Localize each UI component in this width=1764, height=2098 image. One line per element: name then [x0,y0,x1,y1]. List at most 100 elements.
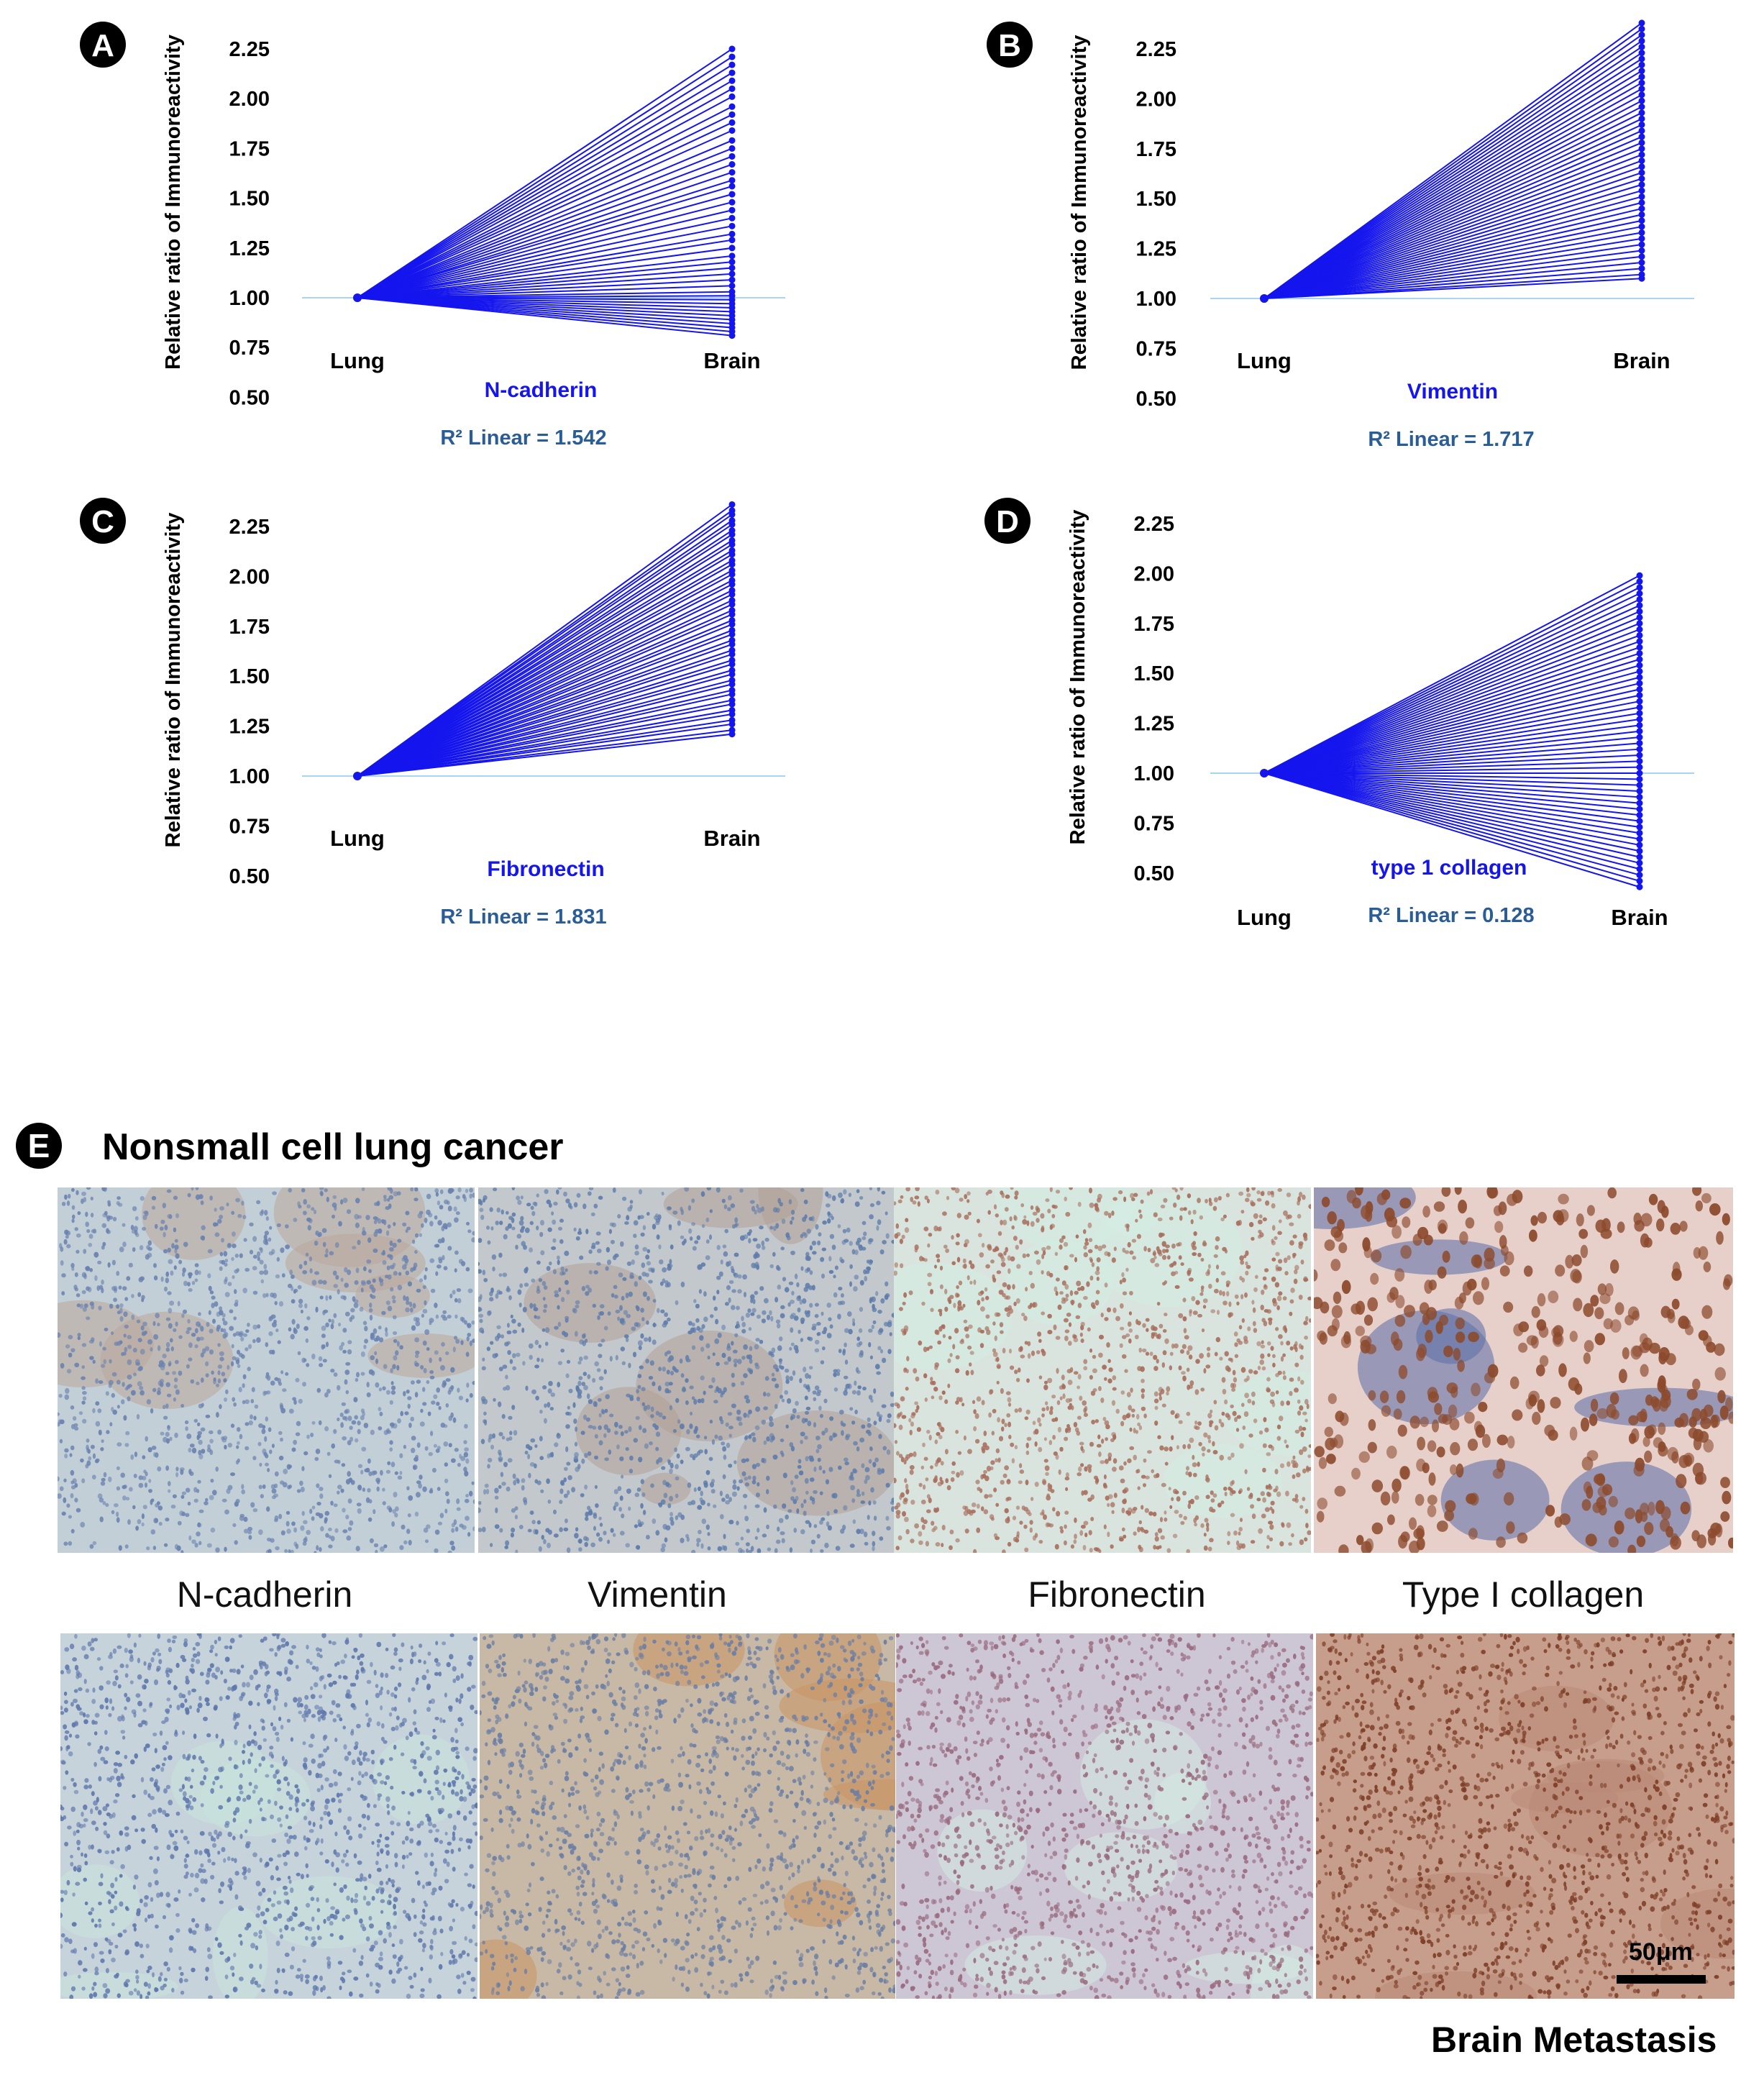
brain-point [1638,139,1645,146]
y-axis-label: Relative ratio of Immunoreactivity [162,513,185,848]
series-lines [357,45,736,339]
series-line [1263,772,1640,816]
series-line [1263,22,1642,299]
series-line [1263,611,1640,774]
brain-point [1636,800,1643,807]
micrograph-lung-vimentin [478,1187,894,1553]
brain-point [1638,50,1645,57]
series-line [1263,226,1642,299]
series-line [1263,719,1640,774]
brain-point [728,611,736,618]
y-tick-label: 1.75 [229,137,270,160]
brain-point [1636,739,1643,747]
brain-point [1636,782,1643,789]
series-lines [1263,572,1643,890]
stain-label-fibronectin: Fibronectin [1028,1574,1206,1615]
brain-point [1636,614,1643,621]
brain-point [728,230,736,237]
series-line [357,573,733,777]
scale-bar-label: 50μm [1629,1938,1693,1966]
series-line [357,255,733,298]
brain-point [1638,175,1645,182]
series-line [1263,604,1640,774]
series-line [1263,712,1640,774]
lung-point [353,293,362,302]
series-line [1263,34,1642,299]
brain-point [728,511,736,518]
tissue-region [1357,1310,1495,1425]
micrograph-lung-fibronectin [894,1187,1311,1553]
series-line [1263,772,1640,810]
series-line [1263,772,1640,882]
brain-point [1636,656,1643,663]
y-tick-label: 2.00 [1134,562,1174,585]
series-line [357,534,733,777]
brain-point [1638,19,1645,27]
tissue-region [1511,1782,1619,1814]
brain-point [1638,163,1645,170]
series-line [1263,40,1642,299]
brain-point [1638,145,1645,152]
series-line [1263,701,1640,774]
brain-point [1636,793,1643,801]
series-line [1263,70,1642,299]
brain-point [728,61,736,68]
micrograph-brain-collagen [1316,1633,1735,1999]
brain-point [1636,734,1643,741]
y-tick-label: 0.75 [1134,812,1174,835]
r2-linear-label: R² Linear = 0.128 [1368,904,1534,927]
series-line [357,225,733,298]
tissue-region [784,1879,856,1928]
brain-point [1638,55,1645,63]
series-line [357,209,733,298]
series-line [1263,772,1640,846]
cell-nuclei [60,1633,477,1999]
series-line [1263,772,1640,792]
y-tick-label: 0.75 [1136,337,1176,360]
series-line [1263,118,1642,299]
brain-point [1636,770,1643,777]
brain-point [1636,746,1643,753]
cell-nuclei [58,1187,475,1553]
series-line [1263,196,1642,299]
brain-point [728,690,736,698]
brain-metastasis-title: Brain Metastasis [1431,2020,1717,2060]
tissue-region [58,1300,154,1388]
brain-point [728,601,736,608]
series-line [357,163,733,298]
r2-linear-label: R² Linear = 1.717 [1368,428,1534,451]
y-tick-label: 1.50 [1136,188,1176,211]
series-line [1263,772,1640,780]
charts-area: A Relative ratio of Immunoreactivity 2.25 2… [80,19,1694,930]
series-line [357,171,733,298]
series-line [357,643,733,777]
y-tick-label: 1.25 [229,237,270,260]
series-line [357,514,733,777]
series-line [1263,593,1640,774]
brain-point [1636,710,1643,717]
series-line [1263,742,1640,774]
chart-panel-a: A Relative ratio of Immunoreactivity 2.25 2… [80,22,785,450]
y-tick-label: 0.75 [229,337,270,360]
series-line [1263,250,1642,299]
series-line [1263,244,1642,299]
brain-point [1638,169,1645,176]
brain-point [728,258,736,265]
brain-point [728,85,736,92]
brain-point [1636,854,1643,861]
brain-point [1636,626,1643,633]
series-line [1263,268,1642,299]
brain-point [1638,115,1645,122]
brain-point [1638,205,1645,212]
brain-point [728,541,736,548]
brain-point [1638,127,1645,134]
series-line [1263,688,1640,774]
brain-point [1638,32,1645,39]
brain-point [1636,872,1643,879]
series-line [1263,111,1642,299]
brain-point [1638,217,1645,224]
brain-point [1638,86,1645,93]
x-category-brain: Brain [1611,905,1668,930]
r2-linear-label: R² Linear = 1.542 [440,427,606,450]
series-line [1263,748,1640,774]
